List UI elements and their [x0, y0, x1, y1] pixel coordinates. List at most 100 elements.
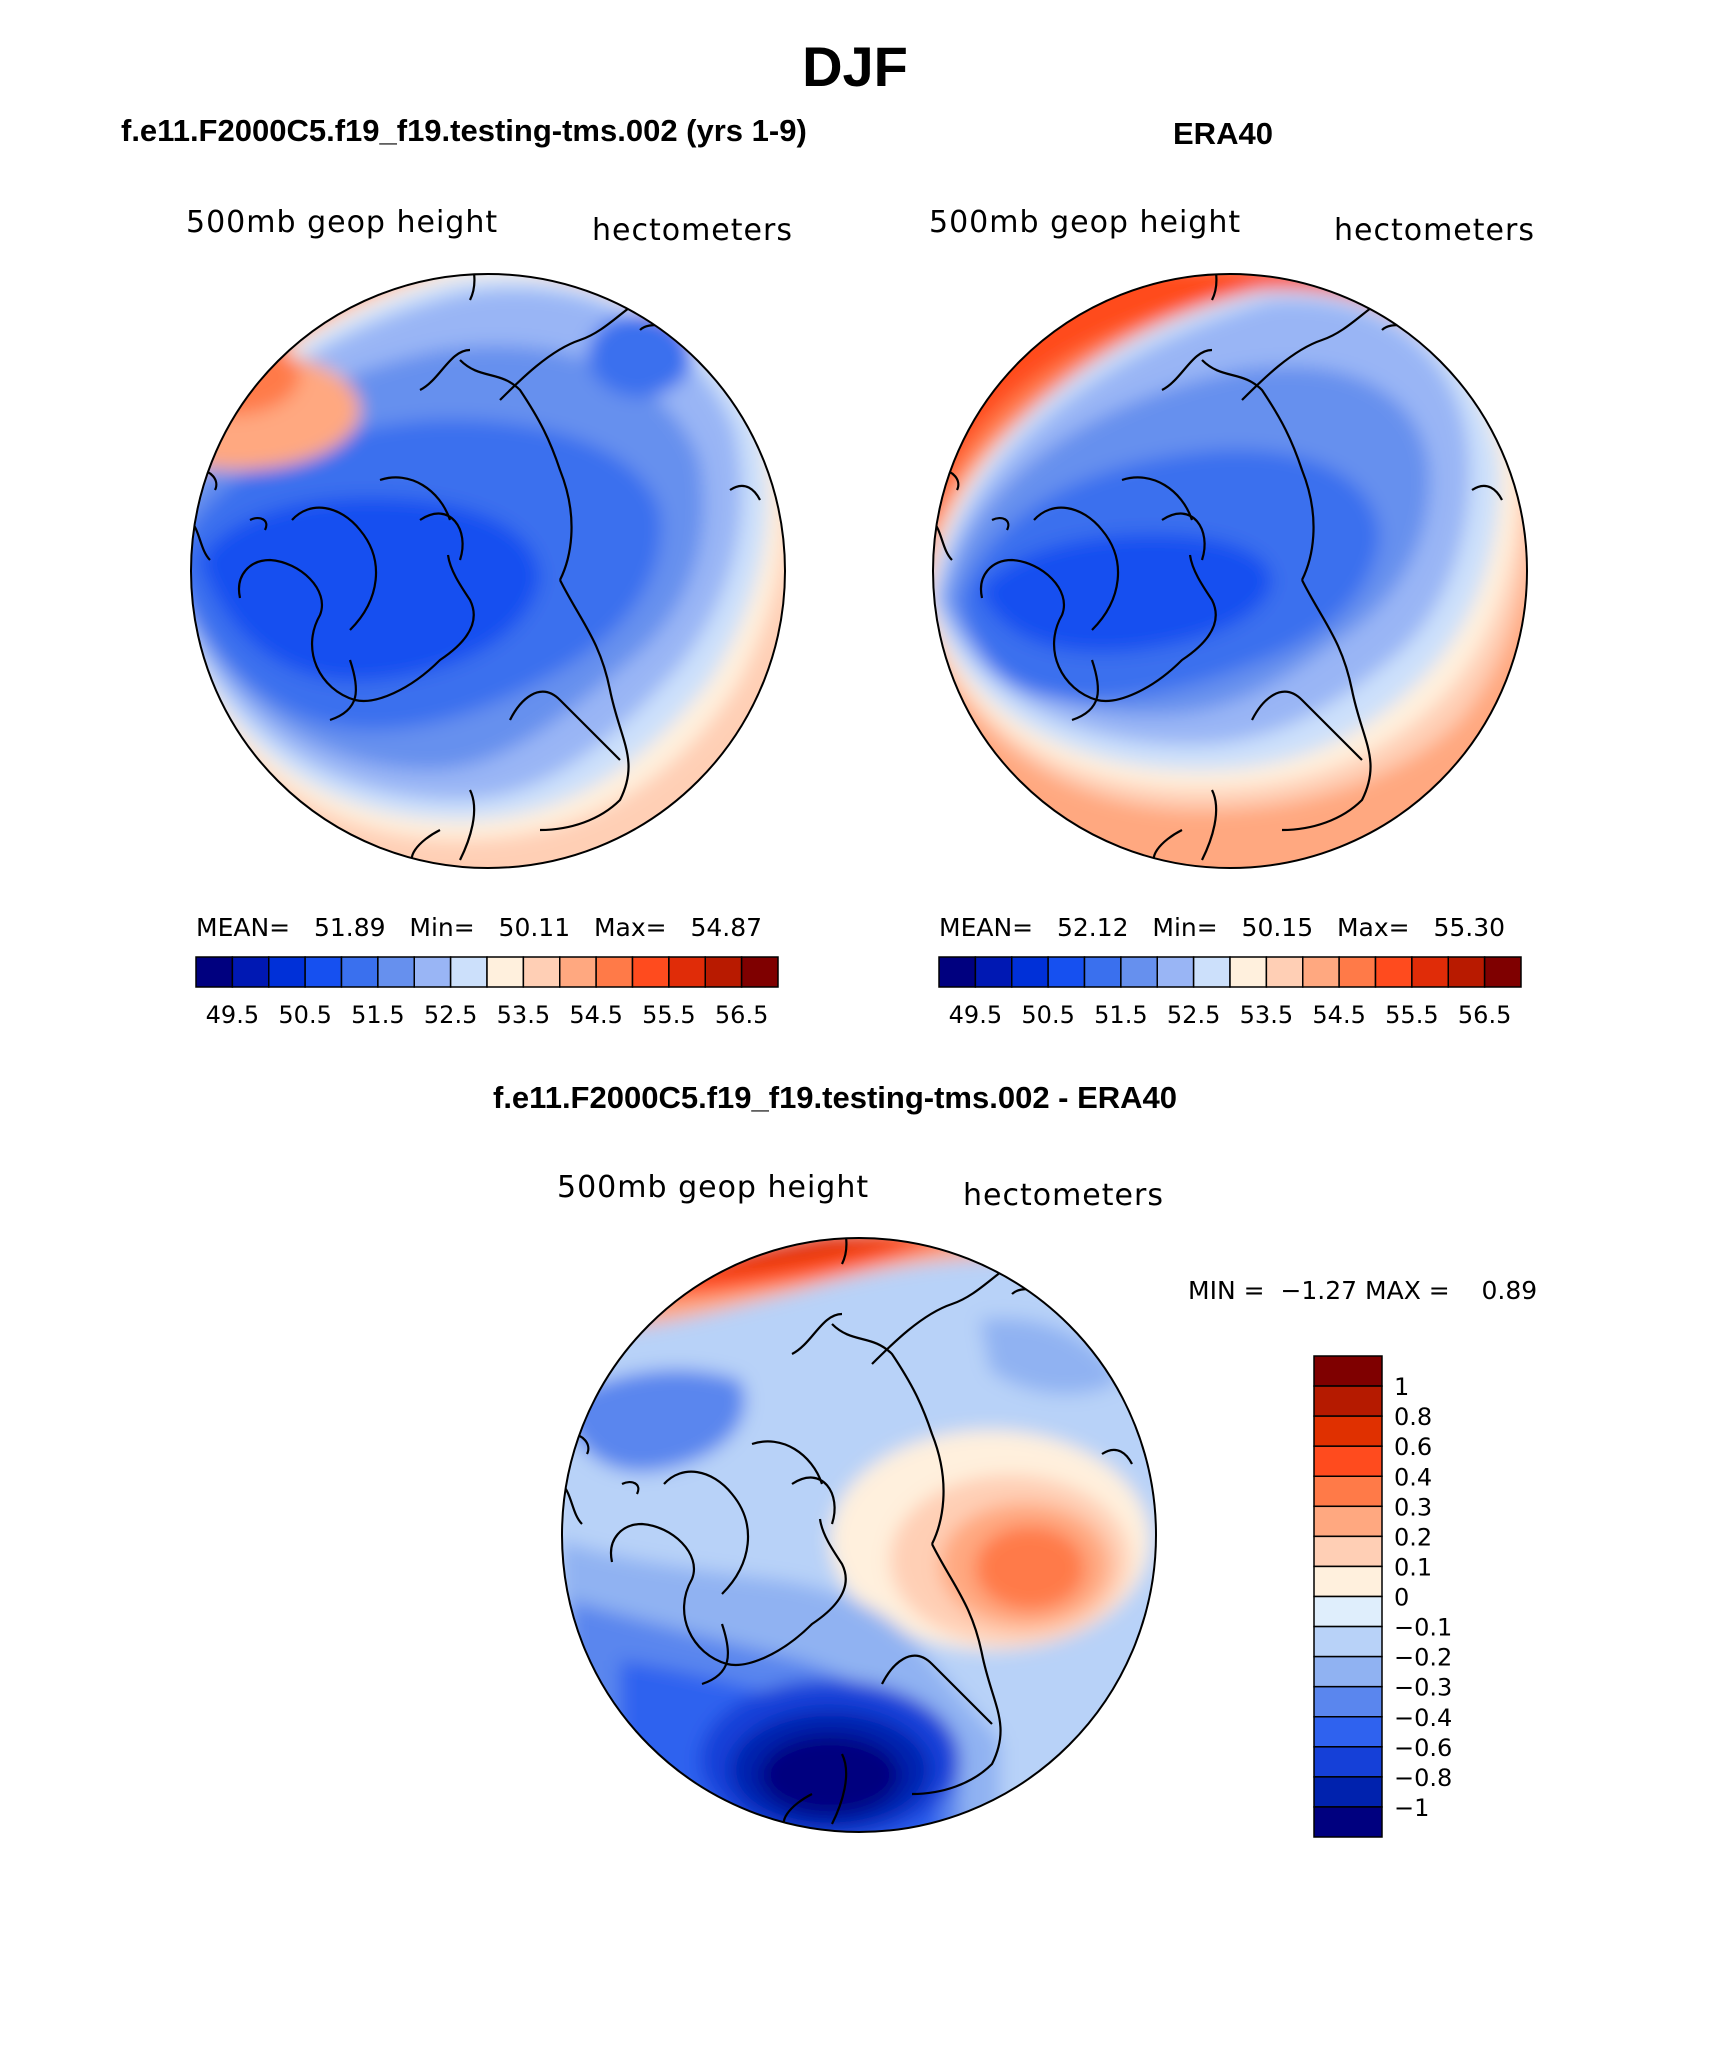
diff-min-value: −1.27	[1280, 1276, 1358, 1305]
diff-colorbar-tick-label: 0.1	[1394, 1553, 1432, 1581]
model-colorbar: 49.5 50.5 51.5 52.5 53.5 54.5 55.5 56.5	[195, 956, 779, 1029]
diff-colorbar-tick-label: −0.2	[1394, 1644, 1452, 1672]
obs-colorbar-tick-label: 56.5	[1458, 1001, 1511, 1029]
obs-mean-label: MEAN=	[939, 913, 1034, 942]
diff-colorbar-tick-label: 0.4	[1394, 1463, 1432, 1491]
diff-colorbar: 10.80.60.40.30.20.1 0−0.1−0.2−0.3−0.4−0.6…	[1313, 1355, 1452, 1838]
diff-coastlines	[562, 1238, 1133, 1832]
obs-colorbar-tick-label: 51.5	[1094, 1001, 1147, 1029]
diff-map	[561, 1237, 1157, 1833]
model-mean-value: 51.89	[313, 913, 386, 942]
model-min-label: Min=	[409, 913, 475, 942]
obs-map-border	[932, 273, 1528, 869]
diff-colorbar-tick-label: −0.3	[1394, 1674, 1452, 1702]
model-colorbar-tick-label: 51.5	[351, 1001, 404, 1029]
model-stats: MEAN= 51.89 Min= 50.11 Max= 54.87	[196, 913, 762, 942]
figure-title: DJF	[802, 35, 908, 98]
diff-max-value: 0.89	[1481, 1276, 1538, 1305]
model-colorbar-swatch	[195, 956, 234, 988]
model-colorbar-tick-label: 56.5	[715, 1001, 768, 1029]
obs-colorbar-swatch	[1265, 956, 1304, 988]
model-colorbar-swatch	[304, 956, 343, 988]
diff-colorbar-swatch	[1313, 1385, 1383, 1417]
model-colorbar-swatch	[522, 956, 561, 988]
diff-colorbar-swatch	[1313, 1655, 1383, 1688]
diff-colorbar-tick-label: 0	[1394, 1584, 1409, 1612]
model-colorbar-tick-label: 55.5	[642, 1001, 695, 1029]
diff-map-border	[561, 1237, 1157, 1833]
diff-colorbar-swatch	[1313, 1746, 1383, 1778]
diff-colorbar-swatch	[1313, 1806, 1383, 1838]
model-colorbar-swatch	[377, 956, 415, 988]
diff-colorbar-swatch	[1313, 1685, 1383, 1718]
diff-colorbar-swatch	[1313, 1716, 1383, 1748]
model-colorbar-swatch	[231, 956, 270, 988]
model-colorbar-swatch	[340, 956, 379, 988]
obs-map	[932, 273, 1528, 869]
diff-colorbar-swatch	[1313, 1535, 1383, 1568]
diff-colorbar-tick-label: −0.6	[1394, 1734, 1452, 1762]
model-colorbar-tick-label: 53.5	[497, 1001, 550, 1029]
model-min-value: 50.11	[498, 913, 571, 942]
model-map-border	[190, 273, 786, 869]
model-colorbar-swatch	[449, 956, 488, 988]
diff-units-label: hectometers	[963, 1178, 1164, 1213]
diff-colorbar-swatch	[1313, 1415, 1383, 1447]
diff-colorbar-tick-label: −0.1	[1394, 1614, 1452, 1642]
obs-colorbar: 49.5 50.5 51.5 52.5 53.5 54.5 55.5 56.5	[938, 956, 1522, 1029]
diff-stats: MIN = −1.27 MAX = 0.89	[1188, 1276, 1537, 1305]
diff-colorbar-tick-label: −0.4	[1394, 1704, 1452, 1732]
model-colorbar-tick-label: 50.5	[278, 1001, 331, 1029]
obs-colorbar-swatch	[1374, 956, 1413, 988]
diff-colorbar-tick-label: −1	[1394, 1794, 1429, 1822]
obs-colorbar-swatch	[1156, 956, 1195, 988]
model-colorbar-swatch	[631, 956, 670, 988]
obs-colorbar-tick-label: 52.5	[1167, 1001, 1220, 1029]
model-max-label: Max=	[593, 913, 667, 942]
model-colorbar-swatch	[740, 956, 779, 988]
model-max-value: 54.87	[690, 913, 763, 942]
obs-min-label: Min=	[1152, 913, 1218, 942]
obs-colorbar-swatch	[1192, 956, 1231, 988]
diff-variable-label: 500mb geop height	[557, 1170, 870, 1205]
obs-colorbar-swatch	[1047, 956, 1086, 988]
obs-colorbar-swatch	[1011, 956, 1049, 988]
diff-colorbar-swatch	[1313, 1445, 1383, 1477]
model-colorbar-swatch	[413, 956, 452, 988]
diff-colorbar-swatch	[1313, 1776, 1383, 1808]
diff-colorbar-tick-label: 0.3	[1394, 1493, 1432, 1521]
diff-case-title: f.e11.F2000C5.f19_f19.testing-tms.002 - …	[493, 1080, 1178, 1115]
model-colorbar-tick-label: 52.5	[424, 1001, 477, 1029]
model-map	[190, 273, 786, 869]
obs-colorbar-swatch	[974, 956, 1013, 988]
model-colorbar-swatch	[486, 956, 525, 988]
model-variable-label: 500mb geop height	[186, 205, 499, 240]
obs-max-value: 55.30	[1433, 913, 1506, 942]
obs-colorbar-tick-label: 54.5	[1312, 1001, 1365, 1029]
model-mean-label: MEAN=	[196, 913, 291, 942]
diff-colorbar-tick-label: 1	[1394, 1373, 1409, 1401]
obs-variable-label: 500mb geop height	[929, 205, 1242, 240]
obs-colorbar-swatch	[1120, 956, 1158, 988]
diff-colorbar-swatch	[1313, 1595, 1383, 1628]
diff-colorbar-tick-label: 0.8	[1394, 1403, 1432, 1431]
diff-colorbar-swatch	[1313, 1565, 1383, 1598]
model-units-label: hectometers	[592, 213, 793, 248]
obs-colorbar-swatch	[1338, 956, 1377, 988]
diff-colorbar-swatch	[1313, 1625, 1383, 1658]
model-colorbar-tick-label: 54.5	[569, 1001, 622, 1029]
obs-units-label: hectometers	[1334, 213, 1535, 248]
obs-colorbar-swatch	[1302, 956, 1340, 988]
obs-case-title: ERA40	[1173, 116, 1273, 151]
diff-colorbar-swatch	[1313, 1475, 1383, 1508]
diff-colorbar-tick-label: −0.8	[1394, 1764, 1452, 1792]
model-colorbar-swatch	[268, 956, 306, 988]
obs-colorbar-swatch	[1411, 956, 1449, 988]
model-colorbar-tick-label: 49.5	[206, 1001, 259, 1029]
diff-max-label: MAX =	[1365, 1276, 1450, 1305]
diff-colorbar-swatch	[1313, 1505, 1383, 1538]
model-colorbar-swatch	[668, 956, 706, 988]
obs-colorbar-swatch	[938, 956, 977, 988]
obs-colorbar-swatch	[1083, 956, 1122, 988]
